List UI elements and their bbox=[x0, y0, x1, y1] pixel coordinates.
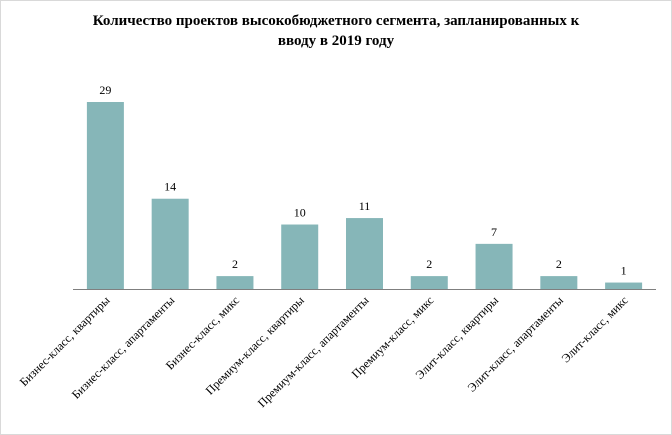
bar-3 bbox=[216, 276, 254, 289]
category-label-9: Элит-класс, микс bbox=[559, 293, 631, 365]
data-label-1: 29 bbox=[99, 83, 111, 97]
bar-1 bbox=[86, 102, 124, 289]
data-label-7: 7 bbox=[491, 225, 497, 239]
bar-5 bbox=[346, 218, 383, 289]
category-label-5: Премиум-класс, апартаменты bbox=[255, 293, 372, 410]
bar-7 bbox=[475, 243, 513, 289]
data-label-6: 2 bbox=[426, 257, 432, 271]
chart-title-line-1: Количество проектов высокобюджетного сег… bbox=[93, 13, 580, 29]
bar-6 bbox=[410, 276, 448, 289]
bar-9 bbox=[605, 282, 643, 289]
data-label-4: 10 bbox=[294, 206, 306, 220]
data-label-5: 11 bbox=[359, 199, 371, 213]
bar-4 bbox=[281, 224, 319, 289]
chart-title-line-2: вводу в 2019 году bbox=[278, 33, 395, 49]
bar-8 bbox=[540, 276, 578, 289]
data-label-9: 1 bbox=[621, 264, 627, 278]
data-label-2: 14 bbox=[164, 180, 176, 194]
bar-2 bbox=[151, 198, 189, 289]
data-label-3: 2 bbox=[232, 257, 238, 271]
data-label-8: 2 bbox=[556, 257, 562, 271]
bars-group bbox=[86, 102, 643, 289]
